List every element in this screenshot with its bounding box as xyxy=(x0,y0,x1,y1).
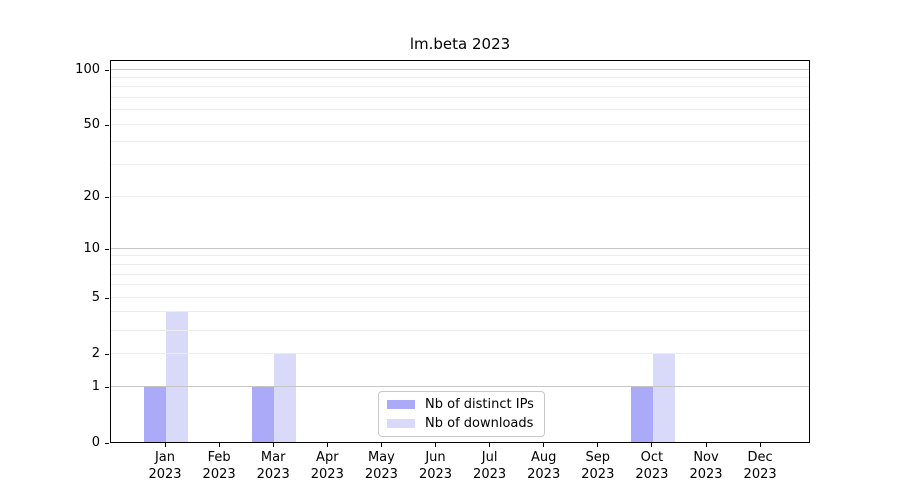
y-tick-mark xyxy=(105,249,109,250)
minor-gridline xyxy=(111,164,809,165)
y-tick-mark xyxy=(105,387,109,388)
minor-gridline xyxy=(111,196,809,197)
x-tick-mark xyxy=(489,443,490,447)
major-gridline xyxy=(111,69,809,70)
major-gridline xyxy=(111,386,809,387)
y-tick-mark xyxy=(105,443,109,444)
bar-nb-of-downloads-mar xyxy=(274,353,296,442)
x-tick-mark xyxy=(651,443,652,447)
y-tick-mark xyxy=(105,197,109,198)
minor-gridline xyxy=(111,274,809,275)
bar-nb-of-distinct-ips-mar xyxy=(252,386,274,442)
legend-item-downloads: Nb of downloads xyxy=(387,416,536,431)
legend: Nb of distinct IPs Nb of downloads xyxy=(378,391,545,437)
x-tick-mark xyxy=(165,443,166,447)
y-tick-mark xyxy=(105,70,109,71)
minor-gridline xyxy=(111,141,809,142)
y-tick-mark xyxy=(105,354,109,355)
y-tick-label: 5 xyxy=(8,290,100,306)
bar-nb-of-distinct-ips-jan xyxy=(144,386,166,442)
minor-gridline xyxy=(111,97,809,98)
x-tick-mark xyxy=(273,443,274,447)
legend-label-downloads: Nb of downloads xyxy=(425,416,533,431)
minor-gridline xyxy=(111,77,809,78)
minor-gridline xyxy=(111,264,809,265)
bar-nb-of-distinct-ips-oct xyxy=(631,386,653,442)
x-tick-mark xyxy=(219,443,220,447)
y-tick-label: 0 xyxy=(8,435,100,451)
y-tick-label: 20 xyxy=(8,189,100,205)
y-tick-mark xyxy=(105,125,109,126)
bar-nb-of-downloads-oct xyxy=(653,353,675,442)
legend-item-distinct-ips: Nb of distinct IPs xyxy=(387,397,536,412)
plot-area xyxy=(110,60,810,443)
x-tick-mark xyxy=(543,443,544,447)
x-tick-mark xyxy=(706,443,707,447)
figure: lm.beta 2023 0125102050100 Jan 2023Feb 2… xyxy=(0,0,900,500)
legend-label-distinct-ips: Nb of distinct IPs xyxy=(425,397,534,412)
x-tick-mark xyxy=(381,443,382,447)
major-gridline xyxy=(111,248,809,249)
minor-gridline xyxy=(111,311,809,312)
legend-swatch-downloads xyxy=(387,419,415,428)
y-tick-label: 2 xyxy=(8,346,100,362)
x-tick-mark xyxy=(597,443,598,447)
bar-nb-of-downloads-jan xyxy=(166,312,188,442)
x-tick-mark xyxy=(760,443,761,447)
x-tick-label-dec: Dec 2023 xyxy=(728,449,792,483)
minor-gridline xyxy=(111,109,809,110)
y-tick-label: 10 xyxy=(8,241,100,257)
legend-swatch-distinct-ips xyxy=(387,400,415,409)
x-tick-mark xyxy=(435,443,436,447)
minor-gridline xyxy=(111,284,809,285)
minor-gridline xyxy=(111,124,809,125)
chart-title: lm.beta 2023 xyxy=(110,35,810,53)
minor-gridline xyxy=(111,330,809,331)
y-tick-label: 100 xyxy=(8,62,100,78)
y-tick-label: 1 xyxy=(8,379,100,395)
minor-gridline xyxy=(111,255,809,256)
minor-gridline xyxy=(111,353,809,354)
minor-gridline xyxy=(111,86,809,87)
x-tick-mark xyxy=(327,443,328,447)
minor-gridline xyxy=(111,297,809,298)
y-tick-mark xyxy=(105,298,109,299)
y-tick-label: 50 xyxy=(8,117,100,133)
